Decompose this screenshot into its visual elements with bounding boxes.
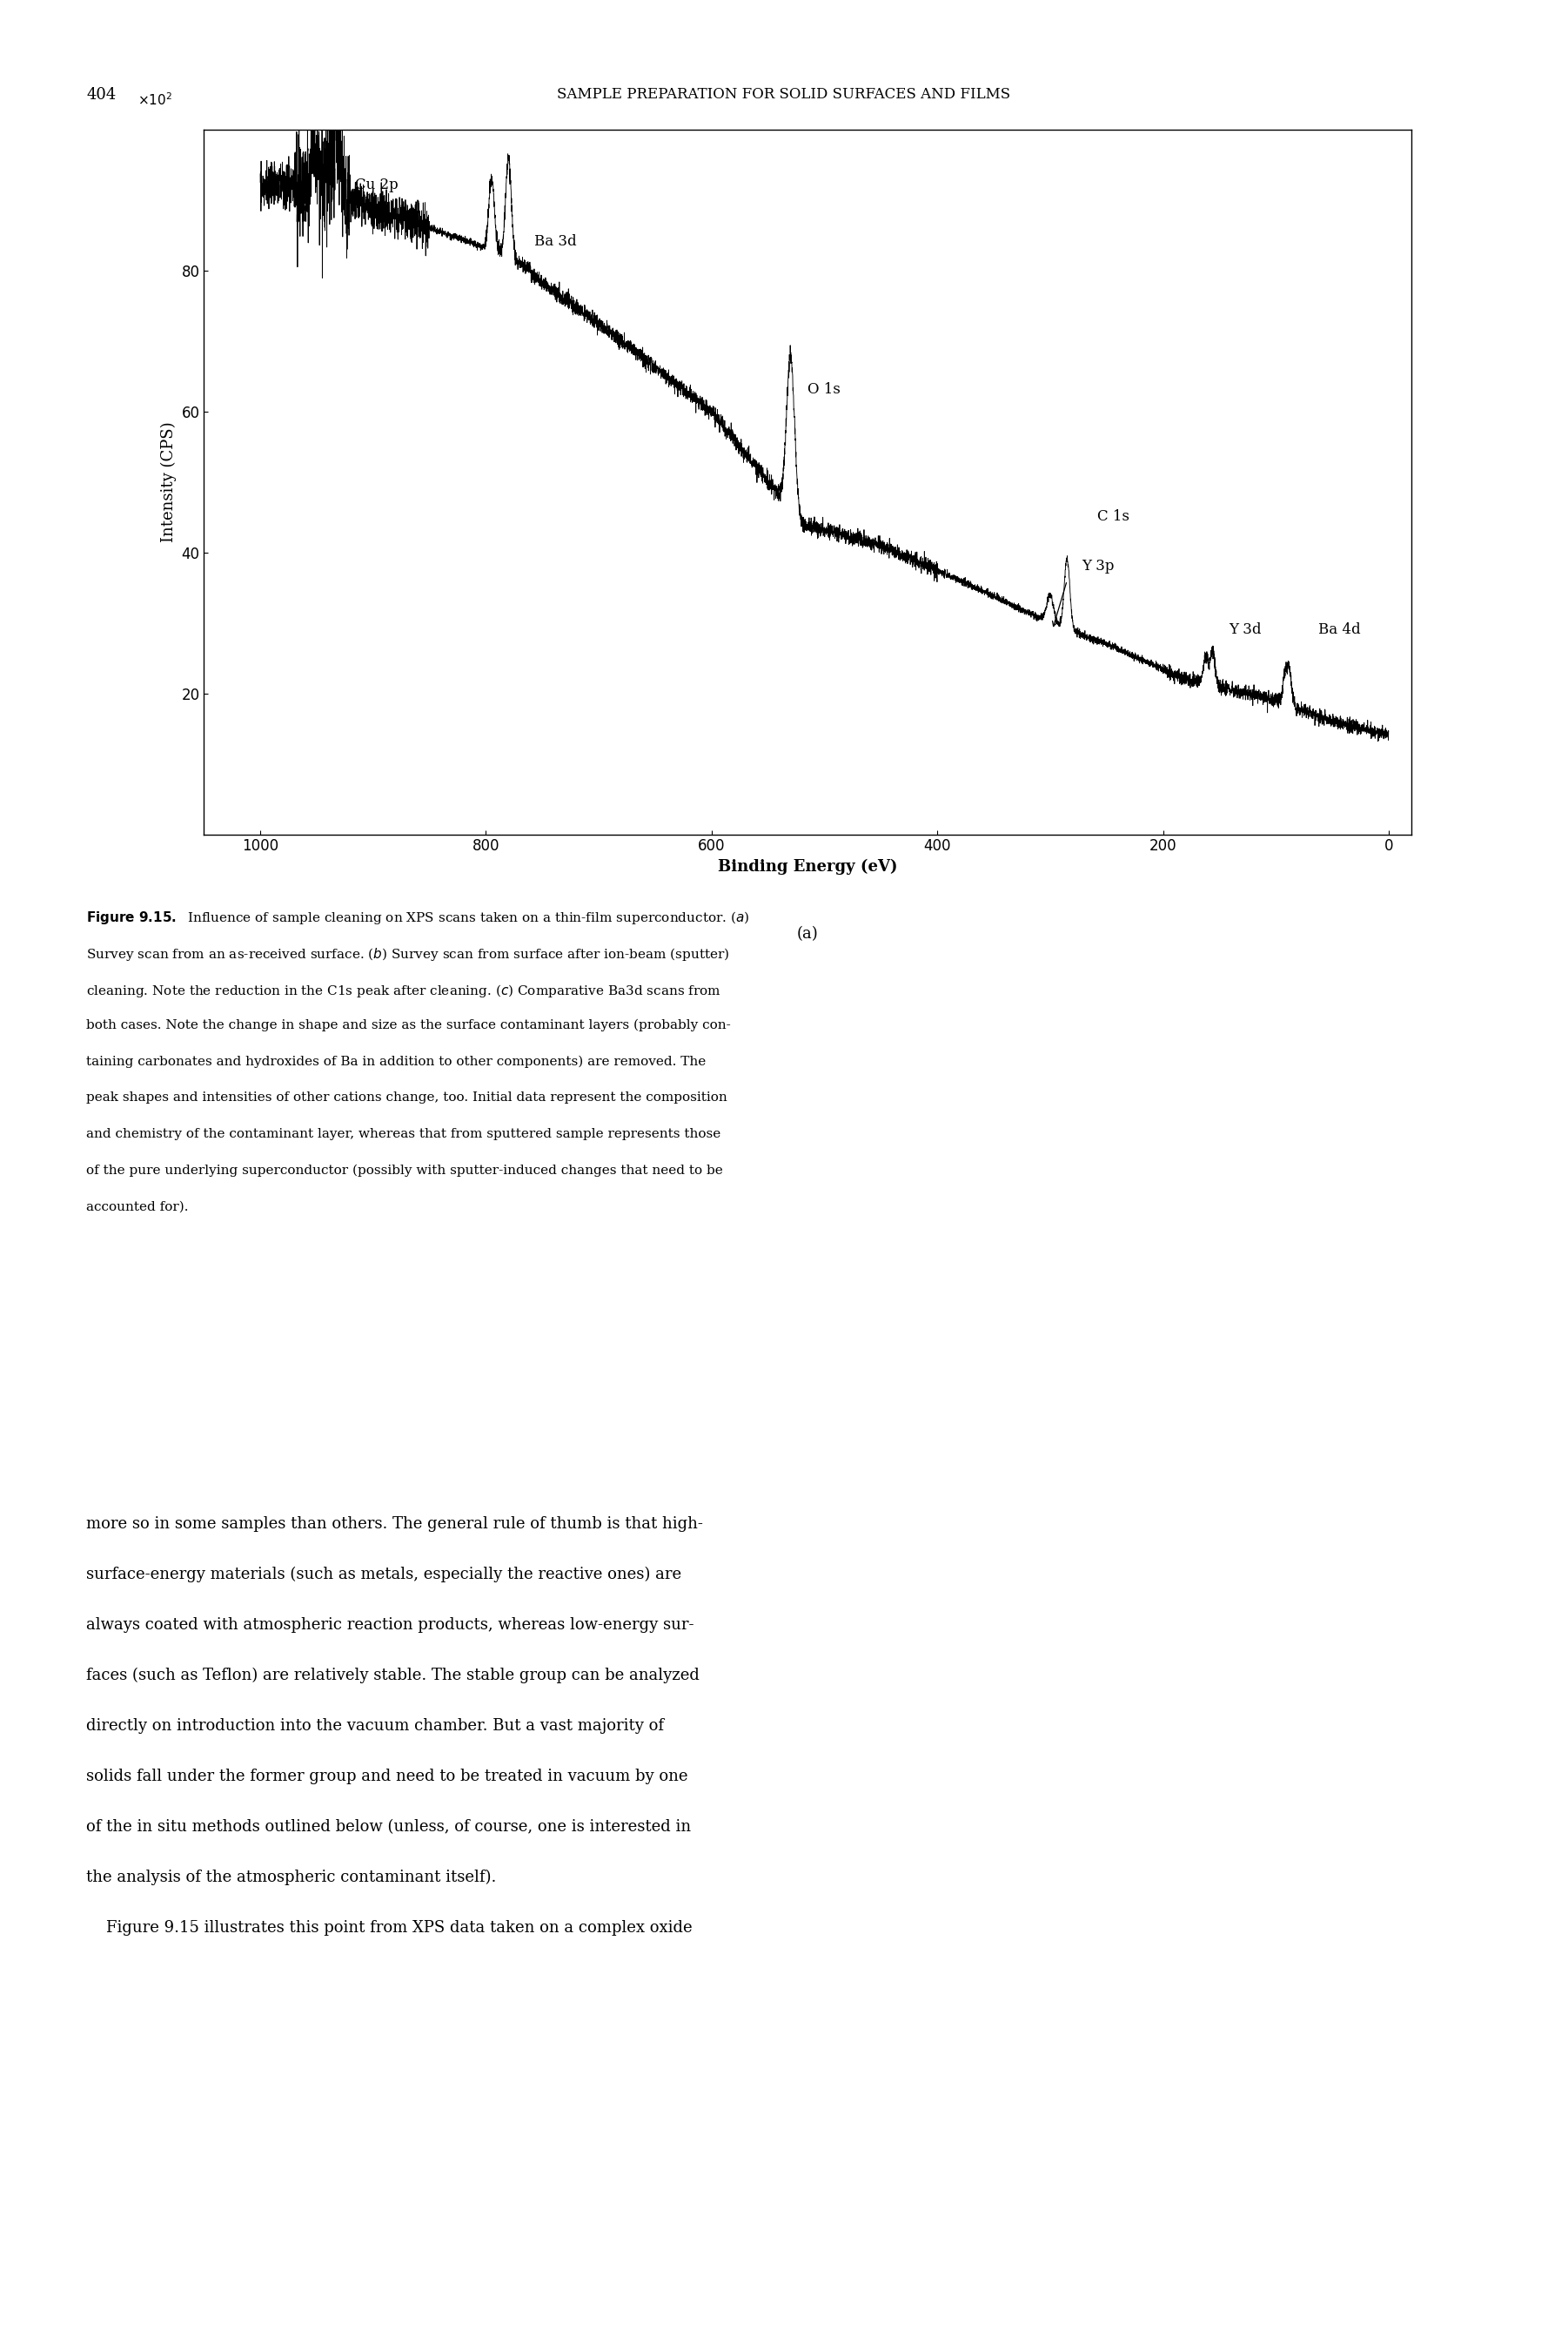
Text: solids fall under the former group and need to be treated in vacuum by one: solids fall under the former group and n… — [86, 1767, 688, 1784]
Y-axis label: Intensity (CPS): Intensity (CPS) — [160, 421, 176, 543]
Text: C 1s: C 1s — [1098, 510, 1129, 524]
Text: surface-energy materials (such as metals, especially the reactive ones) are: surface-energy materials (such as metals… — [86, 1567, 682, 1582]
Text: faces (such as Teflon) are relatively stable. The stable group can be analyzed: faces (such as Teflon) are relatively st… — [86, 1668, 699, 1683]
Text: both cases. Note the change in shape and size as the surface contaminant layers : both cases. Note the change in shape and… — [86, 1020, 731, 1032]
Text: Y 3d: Y 3d — [1228, 623, 1261, 637]
Text: taining carbonates and hydroxides of Ba in addition to other components) are rem: taining carbonates and hydroxides of Ba … — [86, 1055, 706, 1067]
Text: $\times10^2$: $\times10^2$ — [138, 92, 172, 108]
Text: Figure 9.15 illustrates this point from XPS data taken on a complex oxide: Figure 9.15 illustrates this point from … — [86, 1920, 693, 1936]
Text: Y 3p: Y 3p — [1082, 559, 1115, 573]
Text: (a): (a) — [797, 926, 818, 942]
Text: Ba 4d: Ba 4d — [1319, 623, 1361, 637]
Text: SAMPLE PREPARATION FOR SOLID SURFACES AND FILMS: SAMPLE PREPARATION FOR SOLID SURFACES AN… — [557, 87, 1011, 101]
Text: Cu 2p: Cu 2p — [354, 179, 398, 193]
Text: 404: 404 — [86, 87, 116, 103]
Text: peak shapes and intensities of other cations change, too. Initial data represent: peak shapes and intensities of other cat… — [86, 1090, 728, 1104]
Text: Ba 3d: Ba 3d — [535, 235, 577, 249]
Text: O 1s: O 1s — [808, 383, 840, 397]
Text: the analysis of the atmospheric contaminant itself).: the analysis of the atmospheric contamin… — [86, 1871, 497, 1885]
Text: $\mathbf{Figure\ 9.15.}$  Influence of sample cleaning on XPS scans taken on a t: $\mathbf{Figure\ 9.15.}$ Influence of sa… — [86, 909, 750, 926]
Text: cleaning. Note the reduction in the C1s peak after cleaning. ($c$) Comparative B: cleaning. Note the reduction in the C1s … — [86, 982, 721, 999]
Text: Survey scan from an as-received surface. ($b$) Survey scan from surface after io: Survey scan from an as-received surface.… — [86, 947, 729, 964]
Text: always coated with atmospheric reaction products, whereas low-energy sur-: always coated with atmospheric reaction … — [86, 1617, 695, 1633]
Text: accounted for).: accounted for). — [86, 1201, 188, 1213]
Text: and chemistry of the contaminant layer, whereas that from sputtered sample repre: and chemistry of the contaminant layer, … — [86, 1128, 721, 1140]
Text: directly on introduction into the vacuum chamber. But a vast majority of: directly on introduction into the vacuum… — [86, 1718, 663, 1734]
Text: more so in some samples than others. The general rule of thumb is that high-: more so in some samples than others. The… — [86, 1516, 702, 1532]
Text: of the pure underlying superconductor (possibly with sputter-induced changes tha: of the pure underlying superconductor (p… — [86, 1166, 723, 1177]
Text: of the in situ methods outlined below (unless, of course, one is interested in: of the in situ methods outlined below (u… — [86, 1819, 691, 1835]
X-axis label: Binding Energy (eV): Binding Energy (eV) — [718, 860, 897, 874]
